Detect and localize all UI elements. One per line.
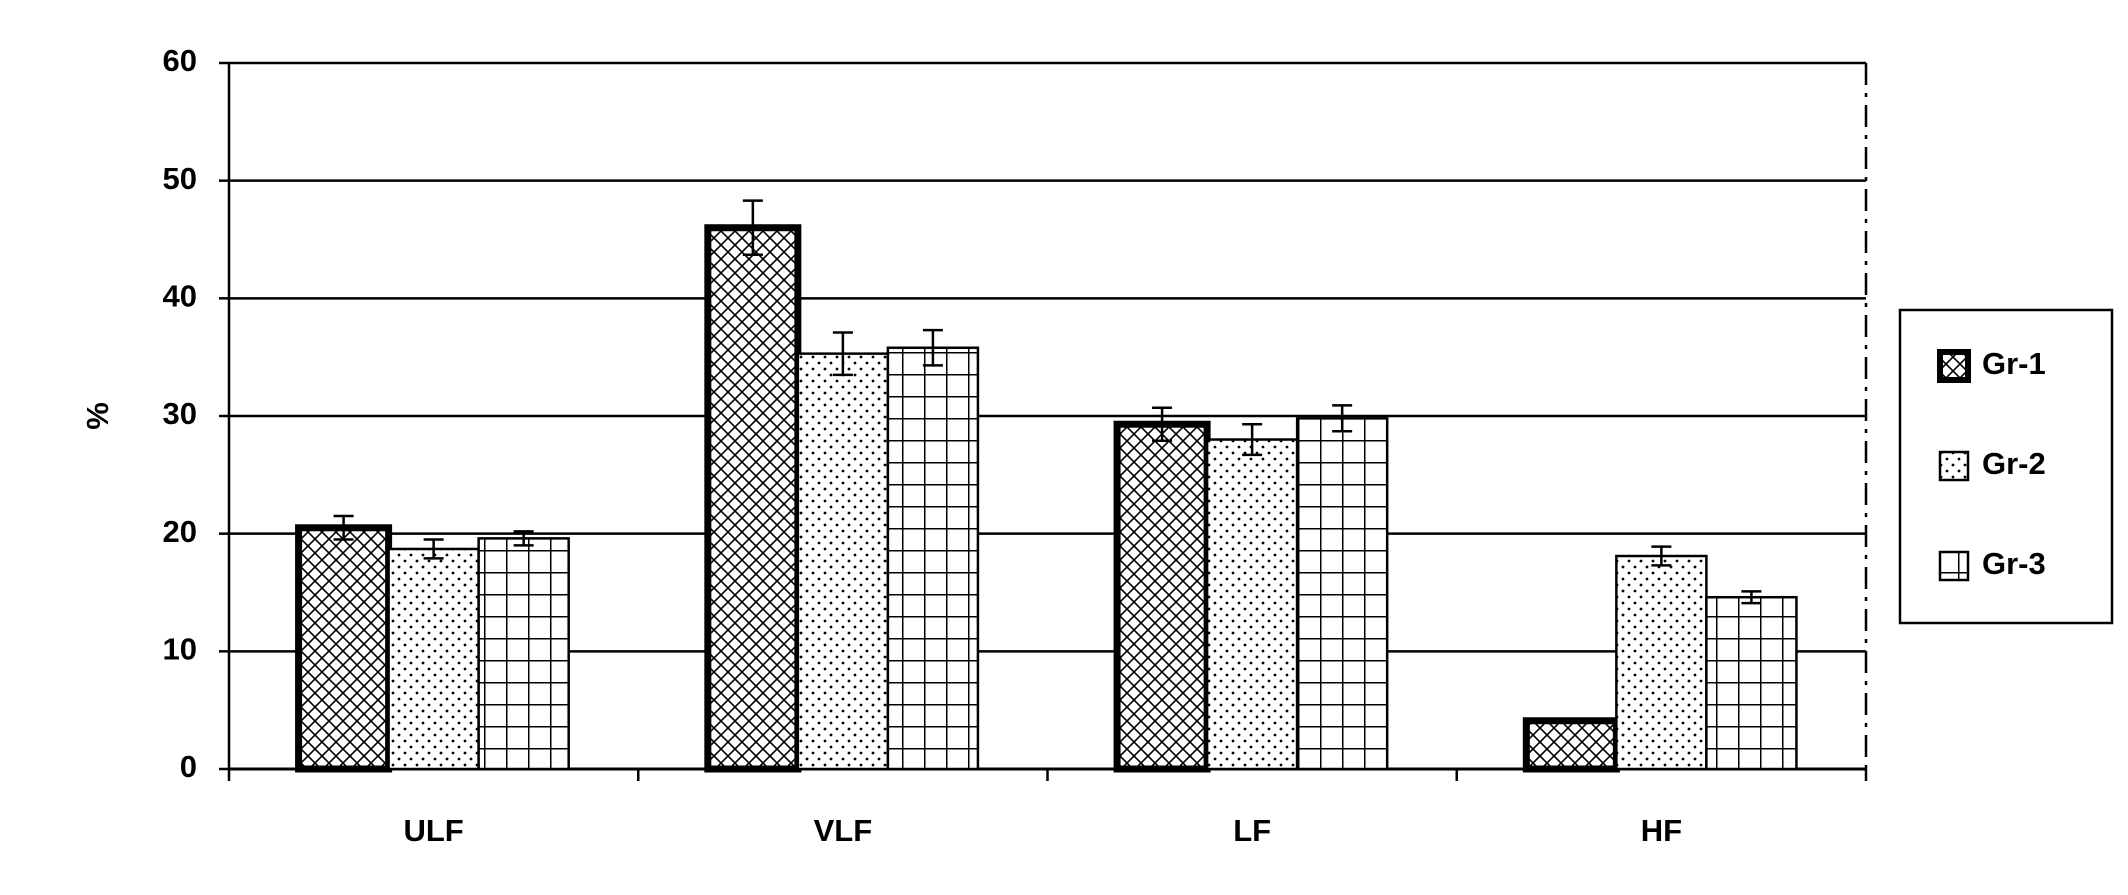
bar — [1615, 554, 1708, 771]
x-tick-label: ULF — [403, 813, 463, 848]
y-tick-label: 40 — [163, 279, 197, 314]
y-tick-label: 0 — [180, 749, 197, 784]
error-bar — [1332, 404, 1353, 433]
error-bar — [513, 530, 534, 547]
y-tick-label: 30 — [163, 396, 197, 431]
bar — [1522, 717, 1620, 773]
bar — [1205, 438, 1299, 771]
x-tick-label: HF — [1641, 813, 1682, 848]
x-tick-label: VLF — [814, 813, 873, 848]
y-tick-label: 50 — [163, 161, 197, 196]
bar — [477, 537, 570, 771]
bar — [1705, 595, 1798, 771]
legend-swatch — [1937, 349, 1971, 383]
error-bar — [423, 538, 444, 560]
error-bar — [922, 328, 943, 367]
legend-swatch — [1938, 550, 1970, 582]
bar — [1295, 417, 1389, 771]
legend-label: Gr-1 — [1982, 346, 2046, 381]
bar — [796, 352, 890, 771]
error-bar — [1152, 406, 1173, 442]
bar — [1113, 420, 1211, 773]
legend-box — [1898, 308, 2114, 625]
error-bar — [832, 331, 853, 377]
error-bar — [1651, 545, 1672, 567]
legend-label: Gr-3 — [1982, 546, 2046, 581]
bar — [387, 547, 480, 771]
error-bar — [1741, 590, 1762, 605]
error-bar — [333, 514, 354, 541]
y-tick-label: 60 — [163, 43, 197, 78]
legend-label: Gr-2 — [1982, 446, 2046, 481]
y-tick-label: 20 — [163, 514, 197, 549]
error-bar — [1242, 422, 1263, 457]
bar — [295, 524, 393, 773]
bar — [886, 346, 980, 771]
bar — [704, 224, 802, 773]
y-axis-label: % — [80, 402, 115, 430]
legend-swatch — [1938, 450, 1970, 482]
error-bar — [742, 199, 763, 257]
x-tick-label: LF — [1233, 813, 1271, 848]
y-tick-label: 10 — [163, 632, 197, 667]
